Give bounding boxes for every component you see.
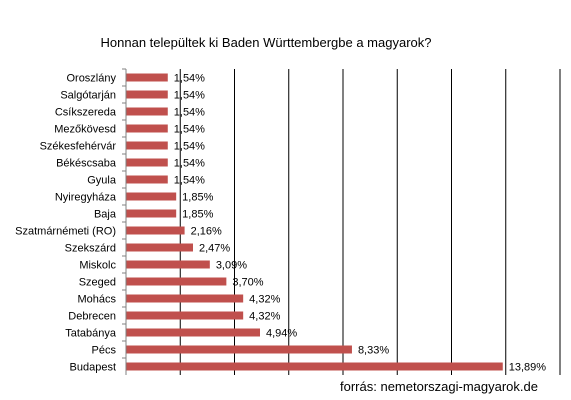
category-label: Szekszárd xyxy=(65,243,116,255)
data-label: 2,16% xyxy=(191,226,222,238)
bar xyxy=(126,73,168,82)
category-label: Pécs xyxy=(92,345,117,357)
category-label: Miskolc xyxy=(79,260,116,272)
bar xyxy=(126,328,260,337)
category-label: Szeged xyxy=(79,277,116,289)
data-labels: 1,54% 1,54% 1,54% 1,54% 1,54% 1,54% 1,54% 1,85%… xyxy=(174,73,547,374)
category-label: Mohács xyxy=(77,294,116,306)
data-label: 3,09% xyxy=(216,260,247,272)
bar xyxy=(126,158,168,167)
bars xyxy=(126,73,503,371)
data-label: 3,70% xyxy=(232,277,263,289)
data-label: 1,54% xyxy=(174,73,205,85)
bar xyxy=(126,175,168,184)
bar xyxy=(126,209,177,218)
bar xyxy=(126,294,244,303)
bar xyxy=(126,107,168,116)
bar xyxy=(126,311,244,320)
data-label: 2,47% xyxy=(199,243,230,255)
category-label: Budapest xyxy=(70,362,116,374)
category-label: Tatabánya xyxy=(65,328,117,340)
data-label: 1,54% xyxy=(174,107,205,119)
bar xyxy=(126,124,168,133)
data-label: 4,32% xyxy=(249,294,280,306)
bar xyxy=(126,192,177,201)
bar xyxy=(126,277,227,286)
data-label: 8,33% xyxy=(358,345,389,357)
category-label: Nyiregyháza xyxy=(55,192,117,204)
bar xyxy=(126,90,168,99)
data-label: 1,54% xyxy=(174,158,205,170)
data-label: 1,54% xyxy=(174,124,205,136)
category-label: Salgótarján xyxy=(60,90,116,102)
data-label: 1,54% xyxy=(174,90,205,102)
category-label: Szatmárnémeti (RO) xyxy=(15,226,116,238)
data-label: 1,85% xyxy=(182,192,213,204)
data-label: 1,54% xyxy=(174,141,205,153)
category-label: Baja xyxy=(94,209,117,221)
category-label: Oroszlány xyxy=(66,73,116,85)
data-label: 1,54% xyxy=(174,175,205,187)
category-label: Békéscsaba xyxy=(56,158,117,170)
data-label: 13,89% xyxy=(509,362,547,374)
bar xyxy=(126,226,185,235)
category-label: Székesfehérvár xyxy=(40,141,117,153)
category-label: Mezőkövesd xyxy=(54,124,116,136)
category-labels: Oroszlány Salgótarján Csíkszereda Mezőköves… xyxy=(15,73,117,374)
data-label: 1,85% xyxy=(182,209,213,221)
bar xyxy=(126,243,193,252)
bar xyxy=(126,141,168,150)
category-label: Debrecen xyxy=(68,311,116,323)
data-label: 4,32% xyxy=(249,311,280,323)
chart-title: Honnan települtek ki Baden Württembergbe… xyxy=(101,35,432,50)
category-label: Gyula xyxy=(87,175,117,187)
category-label: Csíkszereda xyxy=(55,107,117,119)
gridlines xyxy=(122,68,561,375)
bar xyxy=(126,362,503,371)
data-label: 4,94% xyxy=(266,328,297,340)
bar xyxy=(126,260,210,269)
bar xyxy=(126,345,352,354)
source-note: forrás: nemetorszagi-magyarok.de xyxy=(340,379,538,394)
